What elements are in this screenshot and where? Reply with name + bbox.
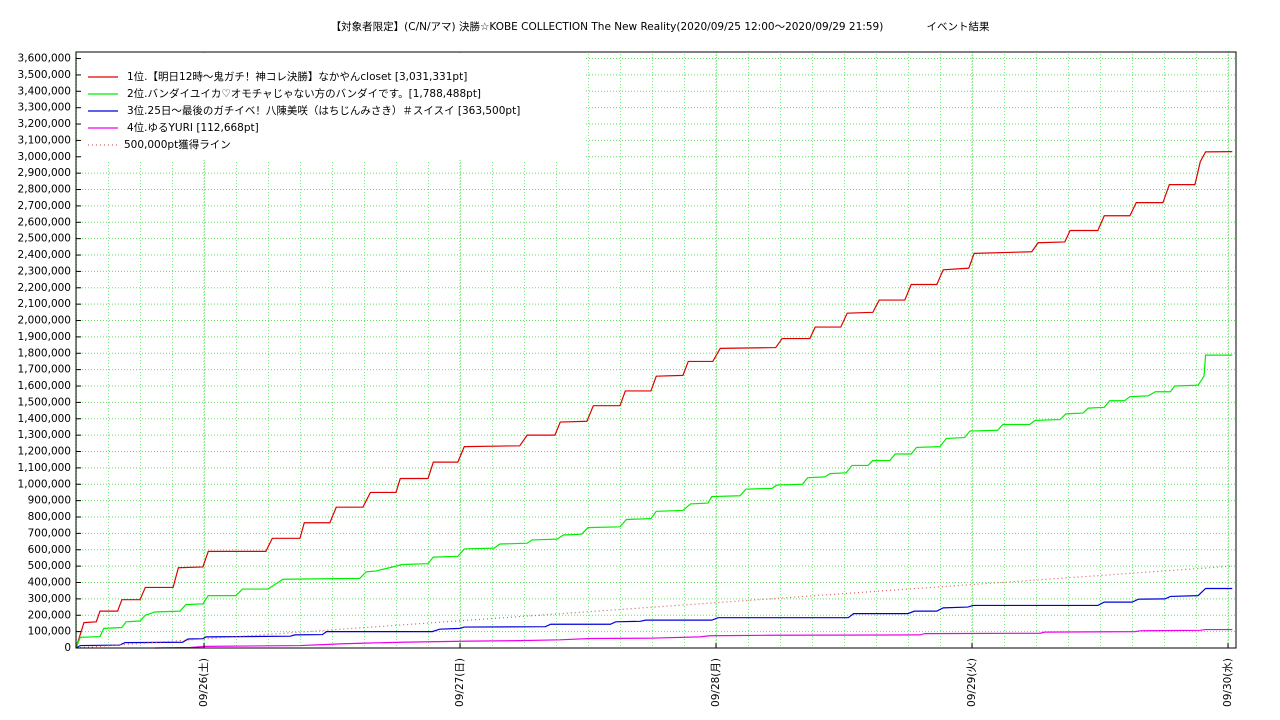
y-tick-label: 2,900,000 xyxy=(18,167,71,179)
x-tick-label: 09/26(土) xyxy=(197,658,210,707)
y-tick-label: 3,600,000 xyxy=(18,53,71,65)
y-tick-label: 1,900,000 xyxy=(18,331,71,343)
y-tick-label: 2,800,000 xyxy=(18,184,71,196)
y-tick-label: 2,300,000 xyxy=(18,265,71,277)
grid xyxy=(76,52,1236,649)
y-tick-label: 3,100,000 xyxy=(18,134,71,146)
y-tick-label: 100,000 xyxy=(28,626,71,638)
y-tick-label: 1,500,000 xyxy=(18,396,71,408)
legend-label: 2位.バンダイユイカ♡オモチャじゃない方のバンダイです。[1,788,488pt… xyxy=(127,87,481,100)
y-tick-label: 1,700,000 xyxy=(18,364,71,376)
legend-label: 1位.【明日12時〜鬼ガチ！神コレ決勝】なかやんcloset [3,031,33… xyxy=(127,70,467,83)
y-tick-label: 1,000,000 xyxy=(18,478,71,490)
y-tick-label: 900,000 xyxy=(28,495,71,507)
y-tick-label: 1,300,000 xyxy=(18,429,71,441)
y-tick-label: 3,300,000 xyxy=(18,102,71,114)
legend: 1位.【明日12時〜鬼ガチ！神コレ決勝】なかやんcloset [3,031,33… xyxy=(88,70,520,151)
axes: 0 100,000 200,000 300,000 400,000 500,000 600,… xyxy=(18,51,1237,707)
legend-box xyxy=(77,53,585,160)
y-tick-label: 3,000,000 xyxy=(18,151,71,163)
y-tick-label: 3,200,000 xyxy=(18,118,71,130)
y-tick-label: 0 xyxy=(64,642,71,654)
series-line xyxy=(75,151,1233,649)
chart-title: 【対象者限定】(C/N/アマ) 決勝☆KOBE COLLECTION The N… xyxy=(331,20,884,33)
y-tick-label: 2,600,000 xyxy=(18,216,71,228)
plot-frame xyxy=(75,51,1237,649)
y-tick-label: 1,800,000 xyxy=(18,347,71,359)
y-tick-label: 2,100,000 xyxy=(18,298,71,310)
legend-label: 4位.ゆるYURI [112,668pt] xyxy=(127,121,259,134)
y-tick-label: 2,500,000 xyxy=(18,233,71,245)
series-line xyxy=(75,354,1233,649)
y-tick-label: 1,100,000 xyxy=(18,462,71,474)
y-tick-label: 200,000 xyxy=(28,609,71,621)
x-tick-label: 09/29(火) xyxy=(966,658,978,707)
y-tick-label: 500,000 xyxy=(28,560,71,572)
y-tick-label: 2,400,000 xyxy=(18,249,71,261)
y-tick-label: 3,400,000 xyxy=(18,85,71,97)
y-tick-label: 1,200,000 xyxy=(18,446,71,458)
y-tick-label: 2,700,000 xyxy=(18,200,71,212)
x-tick-label: 09/30(水) xyxy=(1222,658,1234,707)
y-tick-label: 2,200,000 xyxy=(18,282,71,294)
y-tick-label: 800,000 xyxy=(28,511,71,523)
y-tick-label: 2,000,000 xyxy=(18,315,71,327)
y-tick-label: 300,000 xyxy=(28,593,71,605)
y-tick-label: 1,400,000 xyxy=(18,413,71,425)
y-tick-label: 3,500,000 xyxy=(18,69,71,81)
series-line xyxy=(75,587,1233,649)
y-tick-label: 400,000 xyxy=(28,577,71,589)
legend-label: 500,000pt獲得ライン xyxy=(124,138,231,151)
x-tick-label: 09/27(日) xyxy=(454,658,466,707)
legend-label: 3位.25日〜最後のガチイベ！八陳美咲（はちじんみさき）＃スイスイ [363,5… xyxy=(127,104,520,117)
plot-lines xyxy=(75,151,1233,649)
x-tick-label: 09/28(月) xyxy=(710,658,722,707)
series-line xyxy=(154,628,1233,649)
chart-subtitle: イベント結果 xyxy=(927,20,990,33)
y-tick-label: 600,000 xyxy=(28,544,71,556)
y-tick-label: 1,600,000 xyxy=(18,380,71,392)
y-tick-label: 700,000 xyxy=(28,527,71,539)
